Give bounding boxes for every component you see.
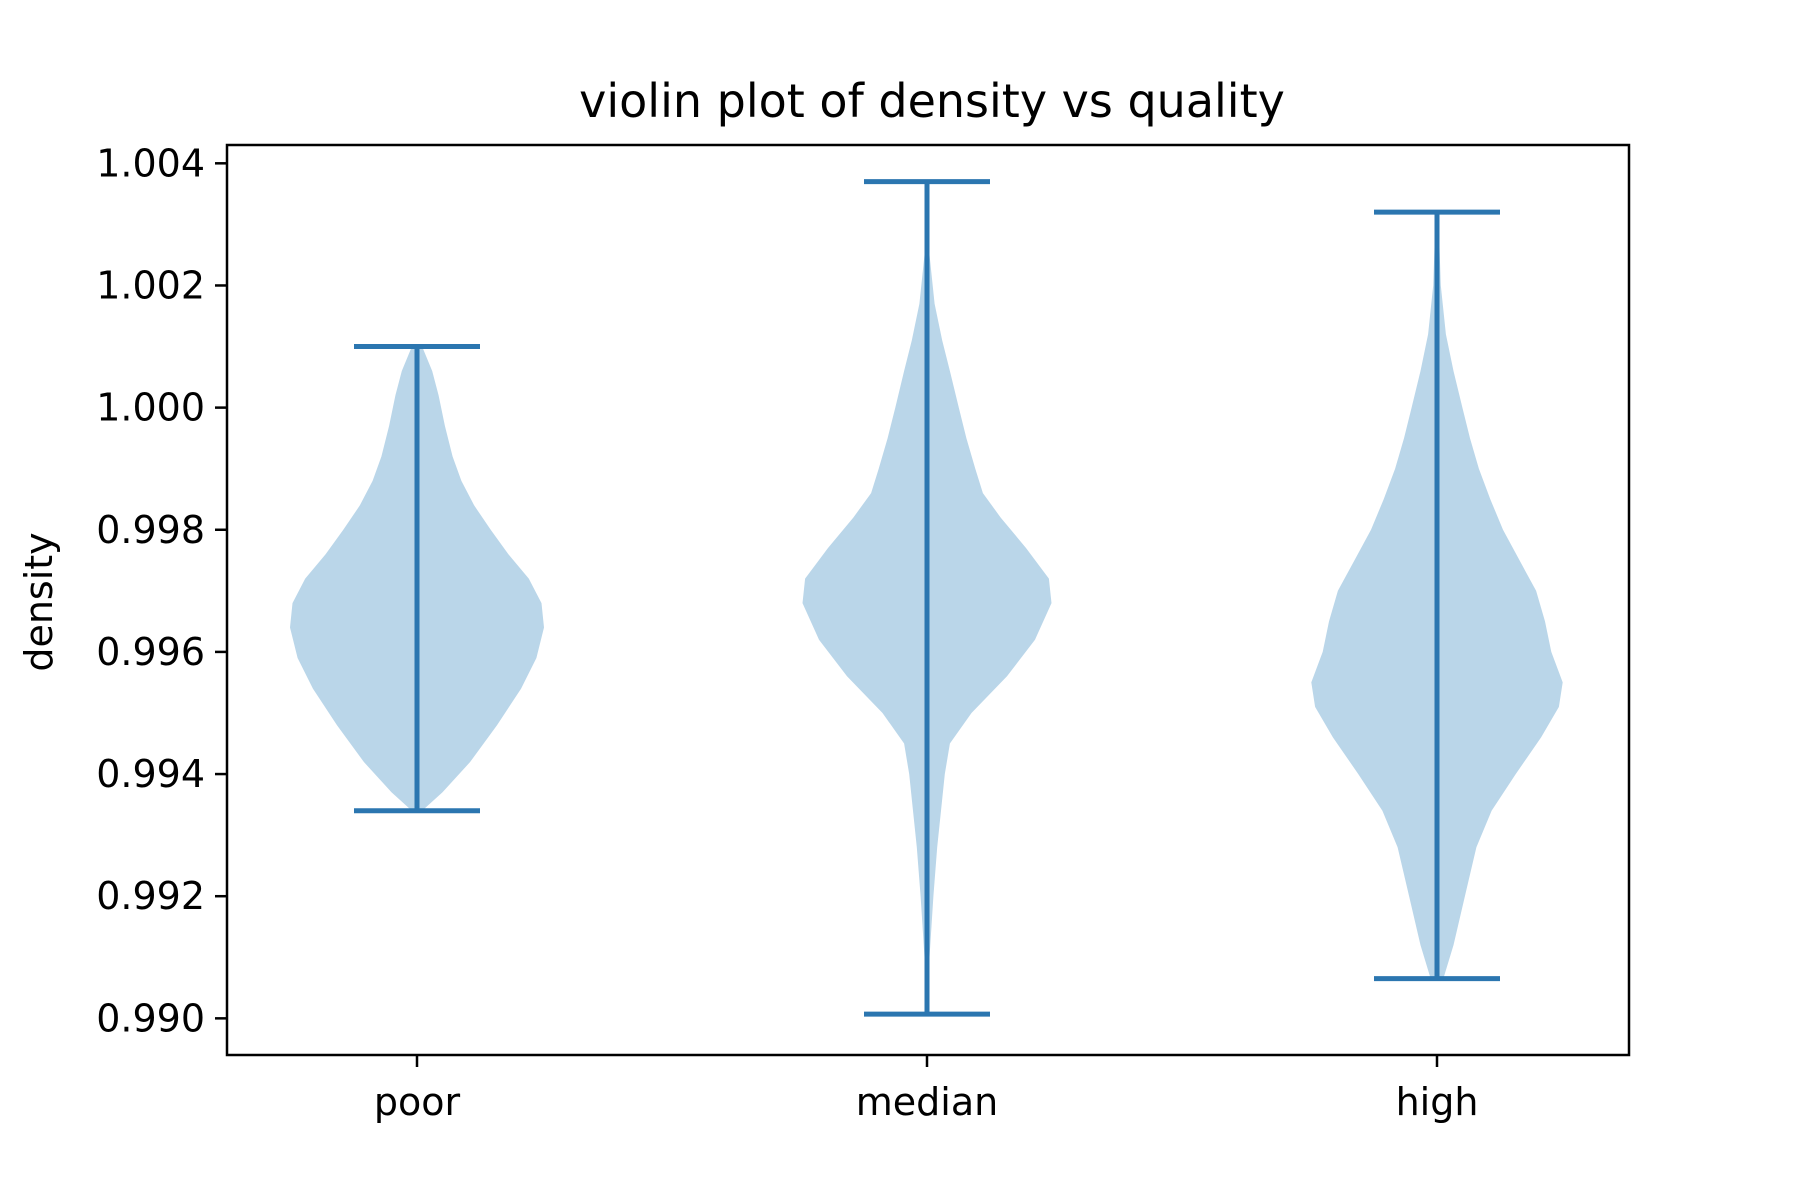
x-tick-label: median <box>856 1080 998 1124</box>
y-axis-label: density <box>17 532 61 671</box>
y-tick-label: 0.990 <box>96 996 205 1040</box>
y-tick-label: 0.994 <box>96 752 205 796</box>
y-tick-label: 1.000 <box>96 386 205 430</box>
x-tick-label: poor <box>374 1080 461 1124</box>
plot-frame <box>225 143 1631 1057</box>
x-axis-ticks: poor median high <box>374 1055 1479 1124</box>
y-tick-label: 1.002 <box>96 263 205 307</box>
y-axis-ticks: 0.990 0.992 0.994 0.996 0.998 1.000 1.002 1.004 <box>96 141 227 1040</box>
y-tick-label: 0.996 <box>96 630 205 674</box>
y-tick-label: 1.004 <box>96 141 205 185</box>
violin-poor <box>290 344 544 814</box>
violins-layer <box>290 179 1563 1017</box>
y-tick-label: 0.992 <box>96 874 205 918</box>
violin-median <box>802 179 1052 1017</box>
x-tick-label: high <box>1396 1080 1479 1124</box>
violin-high <box>1311 209 1563 982</box>
y-tick-label: 0.998 <box>96 508 205 552</box>
chart-title: violin plot of density vs quality <box>579 74 1285 128</box>
